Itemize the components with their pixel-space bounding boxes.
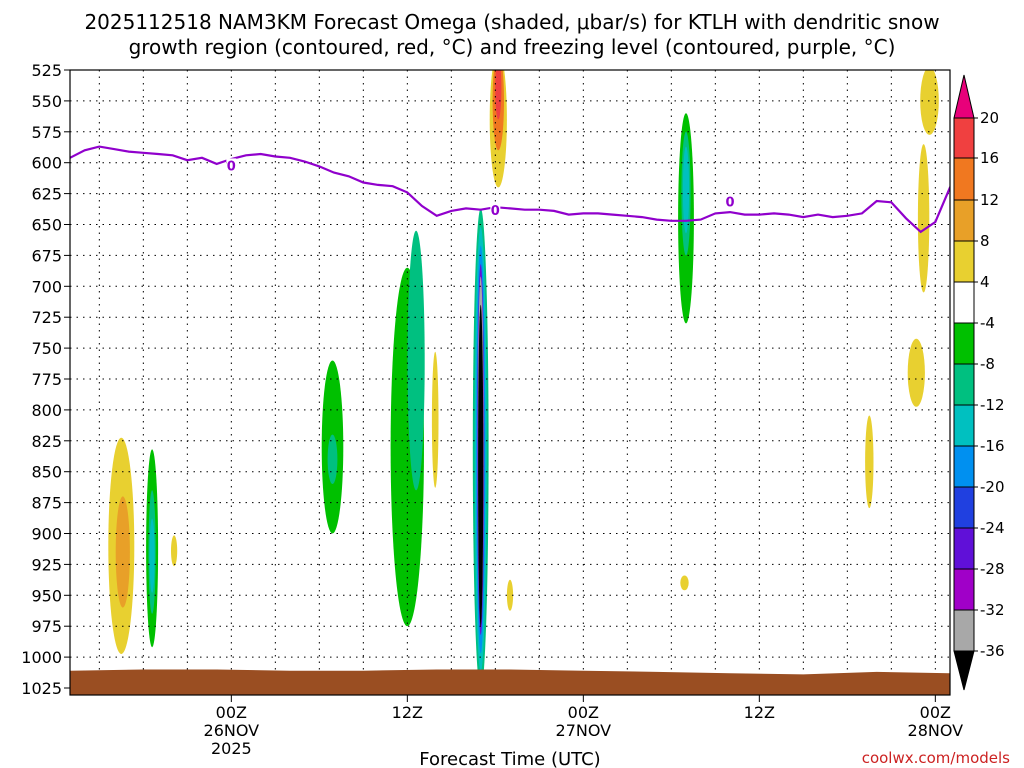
y-tick-label: 850 — [31, 463, 62, 482]
colorbar-label: -24 — [980, 519, 1005, 537]
colorbar-box — [953, 445, 975, 488]
omega-cell — [495, 70, 502, 120]
colorbar: 20 16 12 8 4 -4 -8 -12 -16 -20 -24 -28 -32 -36 — [953, 74, 1005, 691]
colorbar-box — [953, 199, 975, 242]
y-tick-label: 575 — [31, 123, 62, 142]
chart-title-line1: 2025112518 NAM3KM Forecast Omega (shaded… — [84, 10, 939, 34]
colorbar-label: -20 — [980, 478, 1005, 496]
x-tick-date: 26NOV — [204, 721, 260, 740]
omega-shading-layer — [108, 70, 1024, 691]
omega-cell — [478, 304, 484, 627]
x-tick-year: 2025 — [211, 739, 252, 758]
x-tick-label: 00Z — [568, 703, 599, 722]
y-tick-label: 775 — [31, 370, 62, 389]
colorbar-label: -36 — [980, 642, 1005, 660]
colorbar-label: -28 — [980, 560, 1005, 578]
x-axis-title: Forecast Time (UTC) — [419, 749, 600, 768]
omega-cell — [327, 434, 338, 484]
y-tick-label: 950 — [31, 586, 62, 605]
freezing-level-label: 0 — [227, 159, 236, 174]
colorbar-box — [953, 157, 975, 201]
y-tick-label: 900 — [31, 525, 62, 544]
terrain-fill — [70, 669, 950, 695]
y-tick-label: 550 — [31, 92, 62, 111]
colorbar-box — [953, 609, 975, 652]
credit-text: coolwx.com/models — [862, 749, 1010, 767]
omega-cell — [431, 351, 439, 488]
terrain-layer — [70, 669, 950, 695]
omega-cell — [680, 575, 689, 591]
x-tick-date: 28NOV — [908, 721, 964, 740]
colorbar-box — [953, 281, 975, 324]
freezing-label-bg — [226, 158, 237, 173]
x-tick-date: 27NOV — [556, 721, 612, 740]
colorbar-box — [953, 322, 975, 365]
omega-cell — [979, 373, 995, 484]
colorbar-bottom-arrow — [953, 650, 975, 691]
colorbar-label: -12 — [980, 396, 1005, 414]
y-tick-label: 825 — [31, 432, 62, 451]
y-tick-label: 725 — [31, 308, 62, 327]
gridlines — [70, 70, 950, 695]
omega-cell — [407, 230, 425, 491]
y-tick-label: 800 — [31, 401, 62, 420]
omega-cell — [682, 146, 690, 234]
colorbar-box — [953, 486, 975, 529]
omega-cell — [506, 579, 514, 611]
y-tick-label: 675 — [31, 246, 62, 265]
colorbar-label: 16 — [980, 149, 999, 167]
omega-cell — [917, 144, 930, 293]
x-tick-label: 12Z — [744, 703, 775, 722]
y-tick-label: 525 — [31, 61, 62, 80]
y-tick-label: 650 — [31, 216, 62, 235]
omega-cell — [865, 415, 874, 509]
y-tick-label: 600 — [31, 154, 62, 173]
freezing-level-label: 0 — [491, 204, 500, 219]
omega-cell — [391, 440, 400, 478]
freezing-label-bg — [490, 202, 501, 217]
y-tick-label: 625 — [31, 185, 62, 204]
colorbar-box — [953, 404, 975, 447]
colorbar-label: -16 — [980, 437, 1005, 455]
colorbar-box — [953, 363, 975, 406]
plot-area: 0 0 0 — [70, 70, 1024, 695]
freezing-level-line — [70, 145, 950, 234]
chart-title-line2: growth region (contoured, red, °C) and f… — [129, 35, 896, 59]
colorbar-box — [953, 240, 975, 283]
colorbar-label: -8 — [980, 355, 995, 373]
colorbar-label: 12 — [980, 191, 999, 209]
x-tick-label: 12Z — [392, 703, 423, 722]
colorbar-label: -32 — [980, 601, 1005, 619]
colorbar-label: 4 — [980, 273, 990, 291]
y-tick-label: 1025 — [21, 679, 62, 698]
omega-cell — [920, 70, 939, 135]
colorbar-box — [953, 527, 975, 570]
omega-cell — [115, 496, 130, 608]
y-tick-label: 1000 — [21, 648, 62, 667]
colorbar-box — [953, 568, 975, 611]
y-tick-label: 750 — [31, 339, 62, 358]
y-tick-label: 875 — [31, 494, 62, 513]
colorbar-top-arrow — [953, 74, 975, 119]
omega-cell — [1015, 289, 1024, 369]
colorbar-label: 20 — [980, 109, 999, 127]
y-tick-label: 925 — [31, 555, 62, 574]
colorbar-label: 8 — [980, 232, 990, 250]
y-axis: 525 550 575 600 625 650 675 700 725 750 775 800 825 8… — [21, 61, 70, 698]
x-tick-label: 00Z — [920, 703, 951, 722]
x-tick-label: 00Z — [216, 703, 247, 722]
omega-cell — [171, 535, 178, 567]
omega-cell — [149, 518, 155, 593]
colorbar-label: -4 — [980, 314, 995, 332]
freezing-level-layer: 0 0 0 — [70, 145, 950, 234]
colorbar-box — [953, 117, 975, 159]
omega-cell — [907, 338, 925, 407]
freezing-label-bg — [725, 194, 735, 209]
plot-frame — [69, 69, 951, 696]
y-tick-label: 700 — [31, 277, 62, 296]
freezing-level-label: 0 — [725, 195, 734, 210]
y-tick-label: 975 — [31, 617, 62, 636]
